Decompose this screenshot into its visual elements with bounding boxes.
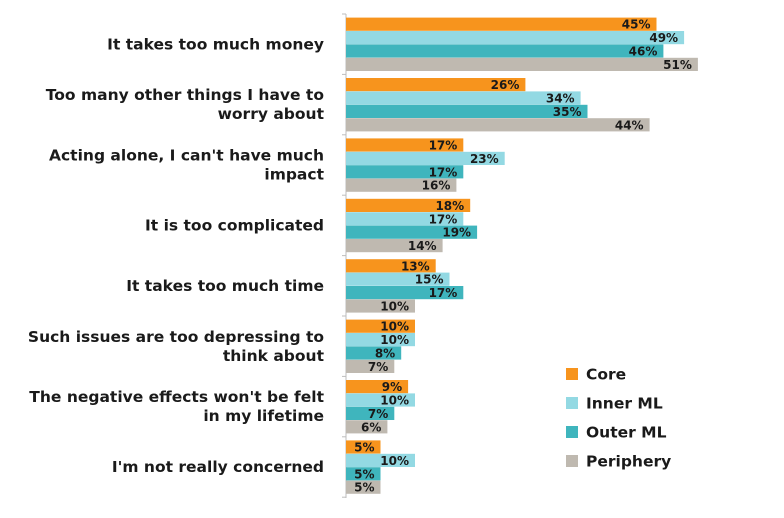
category-labels: It takes too much money Too many other th… bbox=[28, 35, 325, 476]
bar-periphery bbox=[346, 118, 650, 132]
bar-core bbox=[346, 440, 381, 454]
category-label: impact bbox=[264, 166, 324, 184]
category-label: I'm not really concerned bbox=[112, 458, 324, 476]
data-label: 8% bbox=[375, 347, 395, 361]
category-label: It takes too much money bbox=[107, 35, 324, 53]
bar-inner-ml bbox=[346, 333, 415, 347]
data-label: 17% bbox=[429, 165, 458, 179]
bar-inner-ml bbox=[346, 393, 415, 407]
bar-periphery bbox=[346, 359, 395, 373]
data-label: 17% bbox=[429, 139, 458, 153]
bar-periphery bbox=[346, 239, 443, 253]
legend-label: Inner ML bbox=[586, 395, 663, 413]
data-labels: 45%49%46%51%26%34%35%44%17%23%17%16%18%1… bbox=[354, 18, 692, 495]
bar-core bbox=[346, 17, 657, 31]
data-label: 13% bbox=[401, 259, 430, 273]
data-label: 45% bbox=[622, 18, 651, 32]
data-label: 17% bbox=[429, 212, 458, 226]
data-label: 6% bbox=[361, 420, 381, 434]
bar-periphery bbox=[346, 420, 388, 434]
data-label: 5% bbox=[354, 467, 374, 481]
data-label: 34% bbox=[546, 92, 575, 106]
data-label: 49% bbox=[649, 31, 678, 45]
bar-periphery bbox=[346, 480, 381, 494]
bar-core bbox=[346, 138, 464, 152]
bar-core bbox=[346, 198, 471, 212]
bar-periphery bbox=[346, 299, 415, 313]
bar-inner-ml bbox=[346, 272, 450, 286]
data-label: 15% bbox=[415, 273, 444, 287]
legend: Core Inner ML Outer ML Periphery bbox=[566, 366, 671, 471]
category-label: Acting alone, I can't have much bbox=[49, 147, 324, 165]
data-label: 10% bbox=[380, 300, 409, 314]
bar-periphery bbox=[346, 57, 698, 71]
data-label: 26% bbox=[491, 78, 520, 92]
data-label: 44% bbox=[615, 118, 644, 132]
data-label: 9% bbox=[382, 380, 402, 394]
legend-swatch-periphery bbox=[566, 455, 578, 467]
data-label: 19% bbox=[442, 226, 471, 240]
bar-inner-ml bbox=[346, 453, 415, 467]
category-label: Such issues are too depressing to bbox=[28, 328, 324, 346]
data-label: 23% bbox=[470, 152, 499, 166]
bars bbox=[346, 17, 698, 494]
bar-inner-ml bbox=[346, 91, 581, 105]
bar-core bbox=[346, 319, 415, 333]
category-label: worry about bbox=[218, 105, 325, 123]
data-label: 17% bbox=[429, 286, 458, 300]
data-label: 10% bbox=[380, 320, 409, 334]
legend-label: Outer ML bbox=[586, 424, 667, 442]
legend-label: Periphery bbox=[586, 453, 671, 471]
bar-inner-ml bbox=[346, 212, 464, 226]
data-label: 35% bbox=[553, 105, 582, 119]
legend-label: Core bbox=[586, 366, 626, 384]
bar-inner-ml bbox=[346, 31, 685, 45]
data-label: 14% bbox=[408, 239, 437, 253]
data-label: 7% bbox=[368, 360, 388, 374]
bar-core bbox=[346, 78, 526, 92]
data-label: 5% bbox=[354, 481, 374, 495]
data-label: 51% bbox=[663, 58, 692, 72]
data-label: 10% bbox=[380, 394, 409, 408]
data-label: 10% bbox=[380, 454, 409, 468]
bar-inner-ml bbox=[346, 151, 505, 165]
legend-swatch-inner-ml bbox=[566, 397, 578, 409]
bar-core bbox=[346, 259, 436, 273]
category-ticks bbox=[342, 13, 346, 498]
data-label: 5% bbox=[354, 441, 374, 455]
bar-outer-ml bbox=[346, 406, 395, 420]
category-label: It takes too much time bbox=[126, 277, 324, 295]
bar-outer-ml bbox=[346, 165, 464, 179]
bar-outer-ml bbox=[346, 286, 464, 300]
category-label: Too many other things I have to bbox=[46, 86, 324, 104]
bar-periphery bbox=[346, 178, 457, 192]
data-label: 46% bbox=[629, 45, 658, 59]
bar-outer-ml bbox=[346, 225, 478, 239]
legend-swatch-core bbox=[566, 368, 578, 380]
data-label: 18% bbox=[435, 199, 464, 213]
bar-outer-ml bbox=[346, 44, 664, 58]
legend-swatch-outer-ml bbox=[566, 426, 578, 438]
category-label: The negative effects won't be felt bbox=[29, 388, 324, 406]
category-label: in my lifetime bbox=[203, 407, 324, 425]
bar-outer-ml bbox=[346, 104, 588, 118]
bar-outer-ml bbox=[346, 467, 381, 481]
bar-outer-ml bbox=[346, 346, 402, 360]
category-label: think about bbox=[223, 347, 325, 365]
category-label: It is too complicated bbox=[145, 217, 324, 235]
bar-core bbox=[346, 380, 409, 394]
data-label: 16% bbox=[422, 179, 451, 193]
data-label: 10% bbox=[380, 333, 409, 347]
data-label: 7% bbox=[368, 407, 388, 421]
